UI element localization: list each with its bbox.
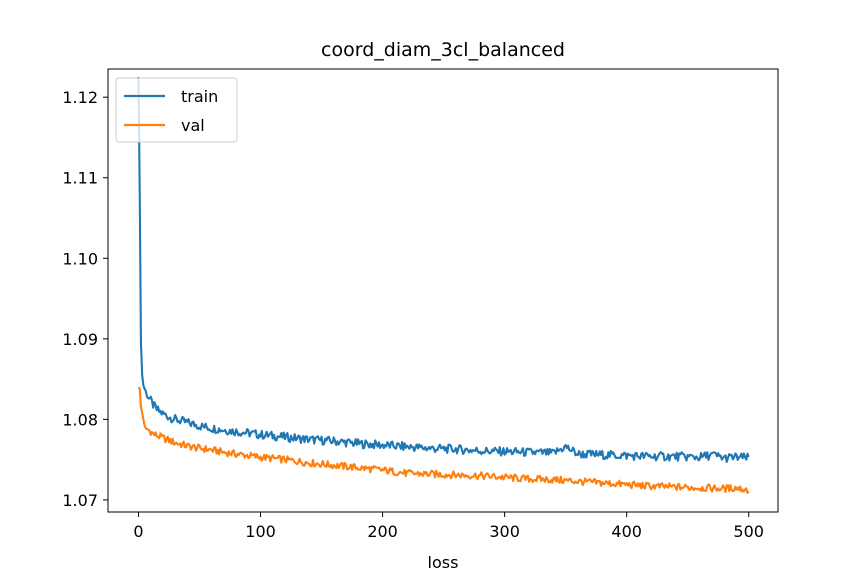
y-tick-label: 1.12 bbox=[62, 88, 98, 107]
x-tick-label: 500 bbox=[733, 522, 764, 541]
x-tick-label: 200 bbox=[367, 522, 398, 541]
x-tick-label: 0 bbox=[133, 522, 143, 541]
y-tick-label: 1.07 bbox=[62, 491, 98, 510]
legend: train val bbox=[115, 77, 238, 143]
legend-label-train: train bbox=[181, 87, 218, 106]
x-axis: 0 100 200 300 400 500 bbox=[133, 512, 764, 541]
chart-title: coord_diam_3cl_balanced bbox=[321, 39, 565, 61]
x-tick-label: 400 bbox=[611, 522, 642, 541]
y-axis: 1.07 1.08 1.09 1.10 1.11 1.12 bbox=[62, 88, 108, 510]
legend-box bbox=[115, 77, 238, 143]
x-axis-label: loss bbox=[428, 553, 459, 572]
y-tick-label: 1.09 bbox=[62, 330, 98, 349]
series-layer bbox=[137, 77, 750, 494]
series-line-train bbox=[137, 77, 750, 464]
x-tick-label: 100 bbox=[245, 522, 276, 541]
x-tick-label: 300 bbox=[489, 522, 520, 541]
legend-label-val: val bbox=[181, 116, 205, 135]
series-line-val bbox=[137, 386, 750, 494]
y-tick-label: 1.10 bbox=[62, 249, 98, 268]
y-tick-label: 1.11 bbox=[62, 169, 98, 188]
plot-frame bbox=[107, 68, 779, 513]
y-tick-label: 1.08 bbox=[62, 410, 98, 429]
